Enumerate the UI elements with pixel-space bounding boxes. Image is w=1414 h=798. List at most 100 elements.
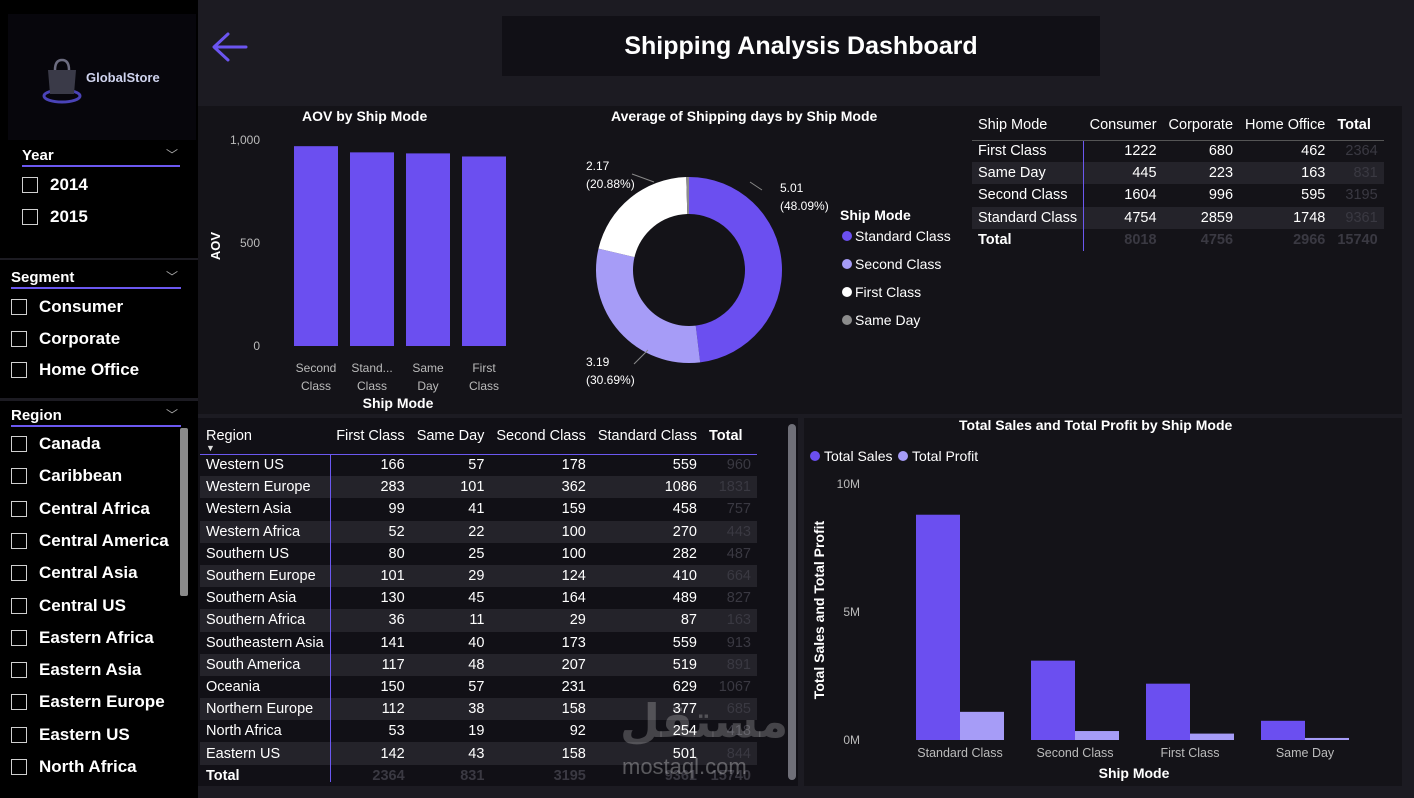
- donut-legend-label: Second Class: [855, 256, 941, 272]
- checkbox[interactable]: [11, 759, 27, 775]
- sales-x-tick: Same Day: [1276, 746, 1335, 760]
- table-cell: 377: [591, 698, 703, 721]
- column-header[interactable]: Same Day: [410, 418, 491, 455]
- region-table-scrollbar[interactable]: [788, 424, 796, 780]
- page-title: Shipping Analysis Dashboard: [502, 16, 1100, 76]
- donut-pct-label: (48.09%): [780, 199, 829, 213]
- table-cell: 1831: [703, 476, 757, 499]
- table-cell: 8018: [1124, 231, 1157, 248]
- checkbox[interactable]: [11, 468, 27, 485]
- slicer-option-region[interactable]: Central Asia: [11, 559, 138, 587]
- checkbox[interactable]: [11, 299, 27, 315]
- sales-bar: [1190, 733, 1234, 740]
- sales-y-tick: 5M: [843, 605, 860, 619]
- slicer-option-region[interactable]: Eastern US: [11, 721, 130, 749]
- table-cell: 15740: [710, 767, 751, 782]
- chevron-down-icon[interactable]: ﹀: [166, 270, 179, 284]
- checkbox[interactable]: [11, 597, 27, 614]
- sales-x-label: Ship Mode: [1099, 765, 1170, 781]
- checkbox[interactable]: [11, 629, 27, 646]
- checkbox[interactable]: [11, 436, 27, 452]
- table-cell: Southern US: [200, 542, 331, 565]
- checkbox[interactable]: [11, 362, 27, 378]
- checkbox[interactable]: [11, 565, 27, 582]
- slicer-option-region[interactable]: Eastern Europe: [11, 688, 165, 716]
- table-cell: 36: [330, 609, 411, 632]
- table-cell: 101: [330, 564, 411, 588]
- table-cell: 489: [672, 590, 697, 607]
- column-header[interactable]: First Class: [330, 418, 411, 455]
- aov-y-tick: 500: [240, 236, 260, 250]
- aov-x-tick: Second: [296, 361, 337, 375]
- table-cell: 458: [672, 501, 697, 518]
- slicer-option-region[interactable]: Central Africa: [11, 495, 150, 523]
- watermark-text: mostaql.com: [622, 754, 747, 779]
- aov-x-tick: Class: [469, 379, 499, 393]
- aov-bar: [350, 152, 394, 346]
- legend-total-sales: Total Sales: [810, 448, 892, 464]
- chevron-down-icon[interactable]: ﹀: [166, 148, 179, 162]
- column-header[interactable]: Consumer: [1083, 110, 1163, 141]
- donut-legend-label: Standard Class: [855, 228, 951, 244]
- checkbox[interactable]: [22, 177, 38, 193]
- slicer-option-year[interactable]: 2014: [22, 171, 88, 199]
- checkbox[interactable]: [22, 208, 38, 225]
- slicer-option-region[interactable]: Eastern Africa: [11, 624, 154, 652]
- table-cell: 158: [490, 742, 592, 765]
- donut-value-label: 5.01: [780, 181, 804, 195]
- table-cell: 844: [703, 742, 757, 765]
- table-cell: 960: [726, 457, 751, 474]
- column-header[interactable]: Corporate: [1162, 110, 1240, 141]
- aov-chart-title: AOV by Ship Mode: [302, 108, 428, 124]
- column-header[interactable]: Standard Class: [591, 418, 703, 455]
- table-cell: 445: [1083, 162, 1163, 185]
- option-label: Eastern US: [39, 724, 130, 744]
- option-label: Canada: [39, 434, 101, 453]
- aov-chart: 1,000 500 0 AOV Second Class Stand... Class Same…: [208, 133, 506, 411]
- slicer-option-region[interactable]: Central America: [11, 527, 169, 555]
- slicer-region-title: Region: [11, 407, 181, 427]
- region-table-viewport: Region First Class Same Day Second Class Sta…: [198, 418, 778, 782]
- slicer-option-segment[interactable]: Corporate: [11, 325, 120, 353]
- checkbox[interactable]: [11, 500, 27, 517]
- leader-line: [633, 349, 649, 365]
- table-cell: 362: [490, 476, 592, 499]
- chevron-down-icon[interactable]: ﹀: [166, 408, 179, 422]
- slicer-option-region[interactable]: Central US: [11, 592, 126, 620]
- donut-pct-label: (30.69%): [586, 373, 635, 387]
- checkbox[interactable]: [11, 532, 27, 549]
- column-header[interactable]: Total: [703, 418, 757, 455]
- slicer-option-year[interactable]: 2015: [22, 203, 88, 231]
- checkbox[interactable]: [11, 726, 27, 743]
- region-scrollbar[interactable]: [180, 428, 188, 596]
- checkbox[interactable]: [11, 662, 27, 679]
- sort-arrow-icon[interactable]: ▼: [206, 443, 215, 453]
- table-cell: 3195: [553, 767, 586, 782]
- table-cell: 159: [561, 501, 586, 518]
- checkbox[interactable]: [11, 694, 27, 711]
- table-cell: Western Asia: [200, 498, 331, 521]
- column-header[interactable]: Second Class: [490, 418, 592, 455]
- donut-slice: [686, 177, 689, 215]
- back-arrow-icon[interactable]: [210, 30, 250, 64]
- sales-bar: [1261, 720, 1305, 740]
- slicer-option-region[interactable]: Eastern Asia: [11, 656, 141, 684]
- table-cell: 2859: [1162, 206, 1240, 229]
- slicer-option-region[interactable]: Canada: [11, 430, 100, 458]
- slicer-option-segment[interactable]: Home Office: [11, 356, 139, 384]
- sales-x-tick: First Class: [1160, 746, 1219, 760]
- column-header[interactable]: Region: [200, 418, 331, 455]
- table-cell: 117: [330, 653, 411, 676]
- slicer-option-region[interactable]: North Africa: [11, 753, 137, 781]
- slicer-option-segment[interactable]: Consumer: [11, 293, 123, 321]
- column-header[interactable]: Total: [1331, 110, 1384, 141]
- table-cell: 891: [703, 653, 757, 676]
- table-cell: 996: [1208, 187, 1234, 204]
- table-cell: 99: [388, 501, 405, 518]
- checkbox[interactable]: [11, 330, 27, 347]
- slicer-option-region[interactable]: Caribbean: [11, 462, 122, 490]
- column-header[interactable]: Ship Mode: [972, 110, 1084, 141]
- table-cell: 19: [468, 723, 485, 740]
- column-header[interactable]: Home Office: [1239, 110, 1332, 141]
- table-cell: 41: [468, 501, 485, 518]
